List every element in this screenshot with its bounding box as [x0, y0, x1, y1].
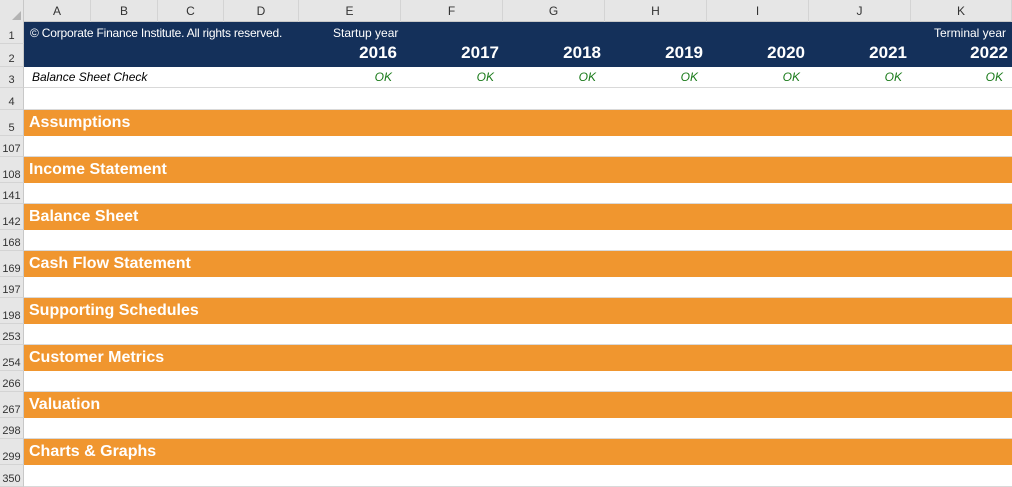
- terminal-year-label: Terminal year: [934, 26, 1007, 40]
- section-band-valuation[interactable]: [24, 392, 1012, 418]
- row-header[interactable]: 3: [0, 67, 24, 88]
- blank-row[interactable]: [24, 465, 1012, 487]
- year-cell-g2[interactable]: 2018: [563, 43, 601, 62]
- section-band-assumptions[interactable]: [24, 110, 1012, 136]
- copyright-text: © Corporate Finance Institute. All right…: [30, 26, 283, 40]
- check-value-f3[interactable]: OK: [476, 70, 494, 84]
- blank-row[interactable]: [24, 136, 1012, 157]
- startup-year-label: Startup year: [333, 26, 399, 40]
- year-cell-k2[interactable]: 2022: [970, 43, 1008, 62]
- column-header-g[interactable]: G: [503, 0, 605, 22]
- check-value-i3[interactable]: OK: [782, 70, 800, 84]
- check-value-h3[interactable]: OK: [680, 70, 698, 84]
- row-header[interactable]: 253: [0, 324, 24, 345]
- row-header[interactable]: 299: [0, 439, 24, 465]
- select-all-corner[interactable]: [0, 0, 24, 22]
- year-cell-e2[interactable]: 2016: [359, 43, 397, 62]
- row-header[interactable]: 350: [0, 465, 24, 487]
- row-header[interactable]: 298: [0, 418, 24, 439]
- column-header-a[interactable]: A: [24, 0, 91, 22]
- column-header-bar: A B C D E F G H I J K: [0, 0, 1012, 22]
- row-header[interactable]: 141: [0, 183, 24, 204]
- row-header[interactable]: 1: [0, 22, 24, 44]
- row-header[interactable]: 266: [0, 371, 24, 392]
- row-header[interactable]: 267: [0, 392, 24, 418]
- year-cell-i2[interactable]: 2020: [767, 43, 805, 62]
- check-value-e3[interactable]: OK: [374, 70, 392, 84]
- row-header[interactable]: 198: [0, 298, 24, 324]
- section-band-balance-sheet[interactable]: [24, 204, 1012, 230]
- blank-row[interactable]: [24, 88, 1012, 110]
- section-band-charts-graphs[interactable]: [24, 439, 1012, 465]
- blank-row[interactable]: [24, 324, 1012, 345]
- blank-row[interactable]: [24, 183, 1012, 204]
- column-header-f[interactable]: F: [401, 0, 503, 22]
- section-title-charts-graphs[interactable]: Charts & Graphs: [29, 443, 157, 460]
- blank-row[interactable]: [24, 371, 1012, 392]
- column-header-e[interactable]: E: [299, 0, 401, 22]
- year-cell-h2[interactable]: 2019: [665, 43, 703, 62]
- select-all-triangle-icon: [12, 11, 21, 20]
- column-header-d[interactable]: D: [224, 0, 299, 22]
- blank-row[interactable]: [24, 418, 1012, 439]
- column-header-k[interactable]: K: [911, 0, 1012, 22]
- check-value-j3[interactable]: OK: [884, 70, 902, 84]
- section-title-assumptions[interactable]: Assumptions: [29, 114, 131, 131]
- section-title-cash-flow-statement[interactable]: Cash Flow Statement: [29, 255, 191, 272]
- section-title-valuation[interactable]: Valuation: [29, 396, 101, 413]
- section-title-income-statement[interactable]: Income Statement: [29, 161, 167, 178]
- row-header[interactable]: 5: [0, 110, 24, 136]
- section-band-income-statement[interactable]: [24, 157, 1012, 183]
- row-header[interactable]: 142: [0, 204, 24, 230]
- section-band-supporting-schedules[interactable]: [24, 298, 1012, 324]
- row-header[interactable]: 2: [0, 44, 24, 67]
- row-header[interactable]: 168: [0, 230, 24, 251]
- row-header[interactable]: 169: [0, 251, 24, 277]
- row-header[interactable]: 197: [0, 277, 24, 298]
- column-header-i[interactable]: I: [707, 0, 809, 22]
- blank-row[interactable]: [24, 230, 1012, 251]
- row-header[interactable]: 254: [0, 345, 24, 371]
- column-header-b[interactable]: B: [91, 0, 158, 22]
- column-header-h[interactable]: H: [605, 0, 707, 22]
- column-header-c[interactable]: C: [158, 0, 224, 22]
- check-value-k3[interactable]: OK: [985, 70, 1003, 84]
- section-band-cash-flow-statement[interactable]: [24, 251, 1012, 277]
- section-title-customer-metrics[interactable]: Customer Metrics: [29, 349, 165, 366]
- year-cell-j2[interactable]: 2021: [869, 43, 907, 62]
- balance-check-row: [24, 67, 1012, 88]
- column-header-j[interactable]: J: [809, 0, 911, 22]
- row-header[interactable]: 4: [0, 88, 24, 110]
- balance-sheet-check-label[interactable]: Balance Sheet Check: [32, 70, 148, 84]
- header-band: [24, 22, 1012, 67]
- row-header[interactable]: 108: [0, 157, 24, 183]
- year-cell-f2[interactable]: 2017: [461, 43, 499, 62]
- row-header[interactable]: 107: [0, 136, 24, 157]
- blank-row[interactable]: [24, 277, 1012, 298]
- section-title-balance-sheet[interactable]: Balance Sheet: [29, 208, 139, 225]
- section-band-customer-metrics[interactable]: [24, 345, 1012, 371]
- section-title-supporting-schedules[interactable]: Supporting Schedules: [29, 302, 199, 319]
- check-value-g3[interactable]: OK: [578, 70, 596, 84]
